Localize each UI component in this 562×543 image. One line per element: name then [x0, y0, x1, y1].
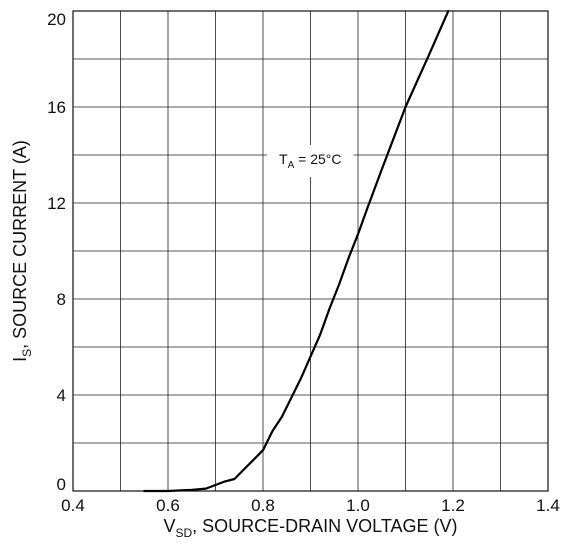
x-axis-title: VSD, SOURCE-DRAIN VOLTAGE (V) — [163, 516, 457, 540]
y-axis-title-rest: , SOURCE CURRENT (A) — [10, 140, 30, 349]
annotation-subscript: A — [288, 160, 295, 171]
plot-frame — [72, 10, 549, 492]
y-tick-label: 12 — [47, 194, 66, 213]
x-axis-title-subscript: SD — [175, 526, 192, 540]
x-tick-labels: 0.4 0.6 0.8 1.0 1.2 1.4 — [61, 496, 560, 515]
annotation-background — [267, 145, 354, 177]
annotation-main: T — [279, 151, 288, 167]
annotation-text: TA = 25°C — [279, 151, 341, 171]
y-tick-labels: 0 4 8 12 16 20 — [47, 10, 66, 494]
x-tick-label: 0.4 — [61, 496, 85, 515]
y-axis-title-main: I — [10, 357, 30, 362]
y-axis-title-subscript: S — [20, 349, 34, 357]
grid-lines — [73, 11, 548, 491]
x-tick-label: 1.4 — [536, 496, 560, 515]
x-tick-label: 0.6 — [156, 496, 180, 515]
x-tick-label: 1.0 — [346, 496, 370, 515]
y-tick-label: 4 — [57, 386, 66, 405]
x-axis-title-rest: , SOURCE-DRAIN VOLTAGE (V) — [192, 516, 457, 536]
y-tick-label: 8 — [57, 290, 66, 309]
series-group — [143, 9, 450, 493]
x-axis-title-main: V — [163, 516, 175, 536]
series-line — [143, 9, 450, 493]
y-axis-title: IS, SOURCE CURRENT (A) — [10, 140, 34, 362]
y-tick-label: 0 — [57, 475, 66, 494]
x-tick-label: 1.2 — [441, 496, 465, 515]
y-tick-label: 20 — [47, 10, 66, 29]
temperature-annotation: TA = 25°C — [267, 145, 354, 177]
x-tick-label: 0.8 — [251, 496, 275, 515]
y-tick-label: 16 — [47, 98, 66, 117]
annotation-rest: = 25°C — [294, 151, 341, 167]
